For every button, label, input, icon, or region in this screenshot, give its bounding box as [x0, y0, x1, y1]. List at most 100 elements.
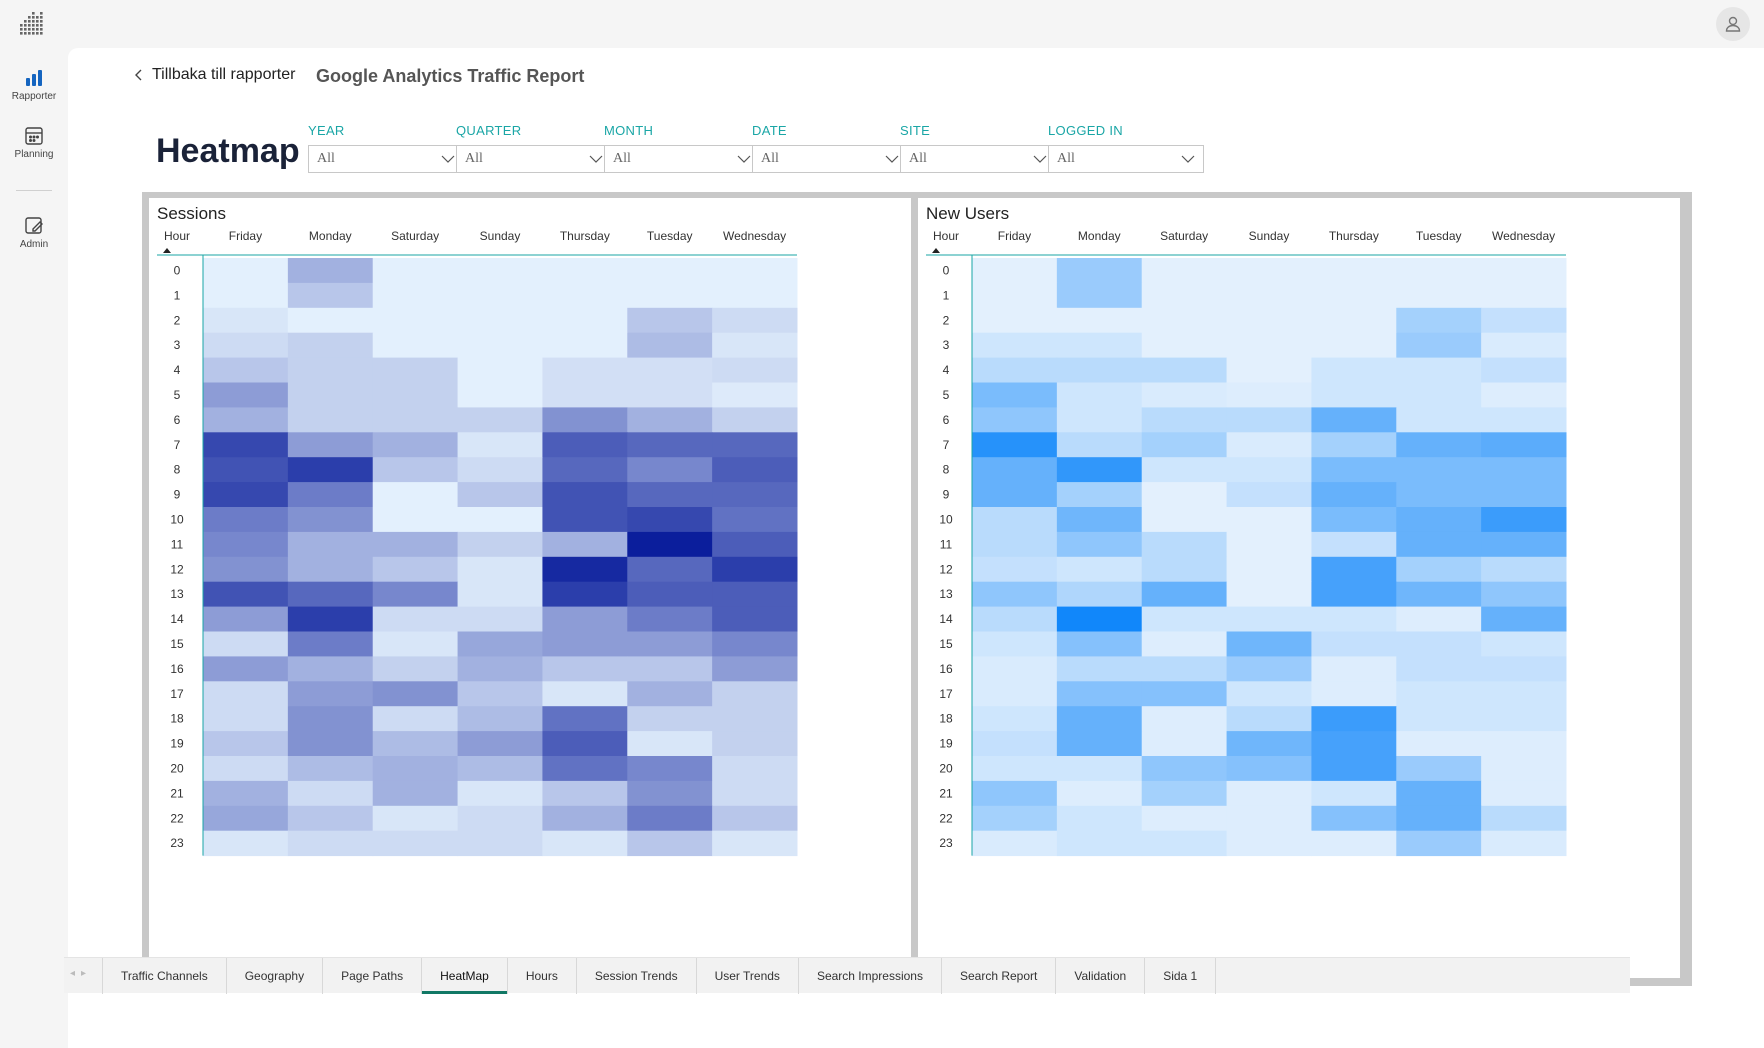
heatmap-cell[interactable] — [542, 507, 628, 533]
heatmap-cell[interactable] — [627, 332, 713, 359]
heatmap-cell[interactable] — [627, 756, 713, 782]
heatmap-cell[interactable] — [1141, 482, 1228, 508]
heatmap-cell[interactable] — [372, 556, 459, 583]
tab-session-trends[interactable]: Session Trends — [575, 958, 696, 994]
heatmap-cell[interactable] — [203, 407, 289, 433]
heatmap-cell[interactable] — [203, 457, 289, 483]
heatmap-cell[interactable] — [457, 282, 543, 309]
heatmap-cell[interactable] — [627, 731, 713, 757]
heatmap-cell[interactable] — [203, 531, 289, 558]
heatmap-cell[interactable] — [712, 631, 798, 657]
heatmap-cell[interactable] — [287, 307, 374, 334]
heatmap-cell[interactable] — [542, 731, 628, 757]
heatmap-cell[interactable] — [627, 432, 713, 458]
heatmap-cell[interactable] — [972, 357, 1058, 383]
heatmap-cell[interactable] — [972, 382, 1058, 408]
heatmap-cell[interactable] — [972, 556, 1058, 583]
heatmap-cell[interactable] — [287, 258, 374, 284]
row-header[interactable]: Hour — [933, 229, 959, 243]
heatmap-cell[interactable] — [203, 606, 289, 632]
heatmap-cell[interactable] — [542, 830, 628, 857]
heatmap-cell[interactable] — [972, 756, 1058, 782]
heatmap-cell[interactable] — [1481, 507, 1567, 533]
heatmap-cell[interactable] — [972, 457, 1058, 483]
heatmap-cell[interactable] — [1226, 830, 1312, 857]
heatmap-cell[interactable] — [1226, 282, 1312, 309]
heatmap-cell[interactable] — [287, 706, 374, 732]
filter-quarter-select[interactable]: All — [456, 145, 612, 173]
tab-scroll-arrows[interactable]: ◂▸ — [70, 968, 93, 979]
heatmap-cell[interactable] — [1481, 307, 1567, 334]
nav-item-planning[interactable]: Planning — [0, 126, 68, 160]
user-profile-button[interactable] — [1716, 7, 1750, 41]
heatmap-cell[interactable] — [542, 482, 628, 508]
heatmap-cell[interactable] — [1141, 706, 1228, 732]
column-header[interactable]: Saturday — [391, 229, 439, 243]
heatmap-cell[interactable] — [1056, 407, 1143, 433]
heatmap-cell[interactable] — [627, 282, 713, 309]
heatmap-cell[interactable] — [287, 731, 374, 757]
heatmap-cell[interactable] — [712, 482, 798, 508]
column-header[interactable]: Tuesday — [1416, 229, 1462, 243]
heatmap-cell[interactable] — [712, 756, 798, 782]
heatmap-cell[interactable] — [457, 332, 543, 359]
heatmap-cell[interactable] — [203, 581, 289, 608]
heatmap-cell[interactable] — [1056, 756, 1143, 782]
heatmap-cell[interactable] — [203, 357, 289, 383]
heatmap-cell[interactable] — [972, 830, 1058, 857]
heatmap-cell[interactable] — [372, 531, 459, 558]
column-header[interactable]: Thursday — [560, 229, 610, 243]
heatmap-cell[interactable] — [712, 606, 798, 632]
heatmap-cell[interactable] — [372, 258, 459, 284]
heatmap-cell[interactable] — [627, 357, 713, 383]
heatmap-cell[interactable] — [712, 805, 798, 832]
heatmap-cell[interactable] — [1056, 507, 1143, 533]
heatmap-cell[interactable] — [1481, 282, 1567, 309]
heatmap-cell[interactable] — [372, 407, 459, 433]
heatmap-cell[interactable] — [1396, 382, 1482, 408]
heatmap-cell[interactable] — [1396, 606, 1482, 632]
heatmap-cell[interactable] — [1056, 457, 1143, 483]
heatmap-cell[interactable] — [1141, 307, 1228, 334]
heatmap-cell[interactable] — [457, 681, 543, 707]
heatmap-cell[interactable] — [1311, 631, 1397, 657]
heatmap-cell[interactable] — [627, 631, 713, 657]
heatmap-cell[interactable] — [1481, 432, 1567, 458]
heatmap-cell[interactable] — [712, 656, 798, 682]
tab-geography[interactable]: Geography — [225, 958, 322, 994]
heatmap-cell[interactable] — [1056, 382, 1143, 408]
heatmap-cell[interactable] — [457, 457, 543, 483]
heatmap-cell[interactable] — [1396, 681, 1482, 707]
column-header[interactable]: Wednesday — [723, 229, 786, 243]
heatmap-cell[interactable] — [1481, 606, 1567, 632]
heatmap-cell[interactable] — [1311, 706, 1397, 732]
heatmap-cell[interactable] — [287, 756, 374, 782]
heatmap-cell[interactable] — [1481, 407, 1567, 433]
heatmap-cell[interactable] — [542, 780, 628, 807]
heatmap-cell[interactable] — [1311, 382, 1397, 408]
heatmap-cell[interactable] — [1311, 507, 1397, 533]
heatmap-cell[interactable] — [372, 731, 459, 757]
heatmap-cell[interactable] — [972, 606, 1058, 632]
heatmap-cell[interactable] — [627, 830, 713, 857]
heatmap-cell[interactable] — [712, 830, 798, 857]
tab-heatmap[interactable]: HeatMap — [421, 958, 507, 994]
heatmap-cell[interactable] — [457, 631, 543, 657]
heatmap-cell[interactable] — [1226, 357, 1312, 383]
heatmap-cell[interactable] — [287, 432, 374, 458]
heatmap-cell[interactable] — [627, 656, 713, 682]
heatmap-cell[interactable] — [542, 805, 628, 832]
heatmap-cell[interactable] — [1311, 432, 1397, 458]
heatmap-cell[interactable] — [627, 531, 713, 558]
heatmap-cell[interactable] — [203, 382, 289, 408]
heatmap-cell[interactable] — [542, 307, 628, 334]
column-header[interactable]: Friday — [998, 229, 1031, 243]
heatmap-cell[interactable] — [1056, 556, 1143, 583]
heatmap-cell[interactable] — [1481, 805, 1567, 832]
heatmap-cell[interactable] — [372, 780, 459, 807]
heatmap-cell[interactable] — [1141, 606, 1228, 632]
heatmap-cell[interactable] — [1481, 357, 1567, 383]
heatmap-cell[interactable] — [1141, 382, 1228, 408]
tab-traffic-channels[interactable]: Traffic Channels — [102, 958, 226, 994]
heatmap-cell[interactable] — [1481, 706, 1567, 732]
